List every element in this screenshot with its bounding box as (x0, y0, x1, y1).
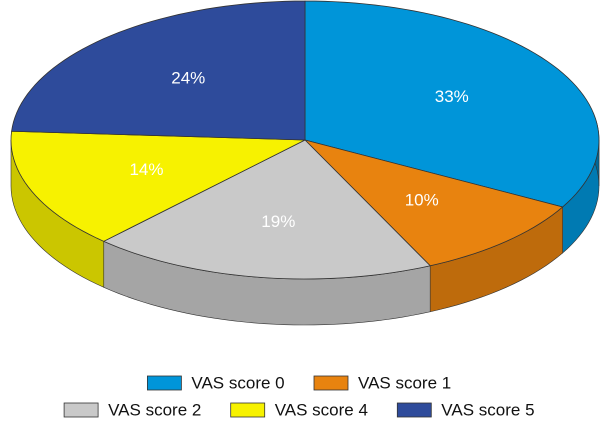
slice (102, 139, 431, 280)
data-label: 19% (261, 212, 295, 231)
data-label: 33% (435, 87, 469, 106)
legend-swatch (230, 402, 266, 418)
legend-label: VAS score 5 (441, 400, 534, 419)
data-label: 10% (405, 190, 439, 209)
legend-swatch (313, 375, 349, 391)
slice (10, 130, 306, 242)
legend-swatch (146, 375, 182, 391)
slice (303, 139, 564, 267)
legend-swatch (63, 402, 99, 418)
legend-label: VAS score 4 (275, 400, 368, 419)
legend-label: VAS score 1 (358, 373, 451, 392)
legend-swatch (396, 402, 432, 418)
slice (11, 0, 306, 141)
data-label: 14% (129, 160, 163, 179)
data-label: 24% (171, 69, 205, 88)
legend-label: VAS score 0 (191, 373, 284, 392)
slice (304, 0, 600, 208)
legend-label: VAS score 2 (108, 400, 201, 419)
